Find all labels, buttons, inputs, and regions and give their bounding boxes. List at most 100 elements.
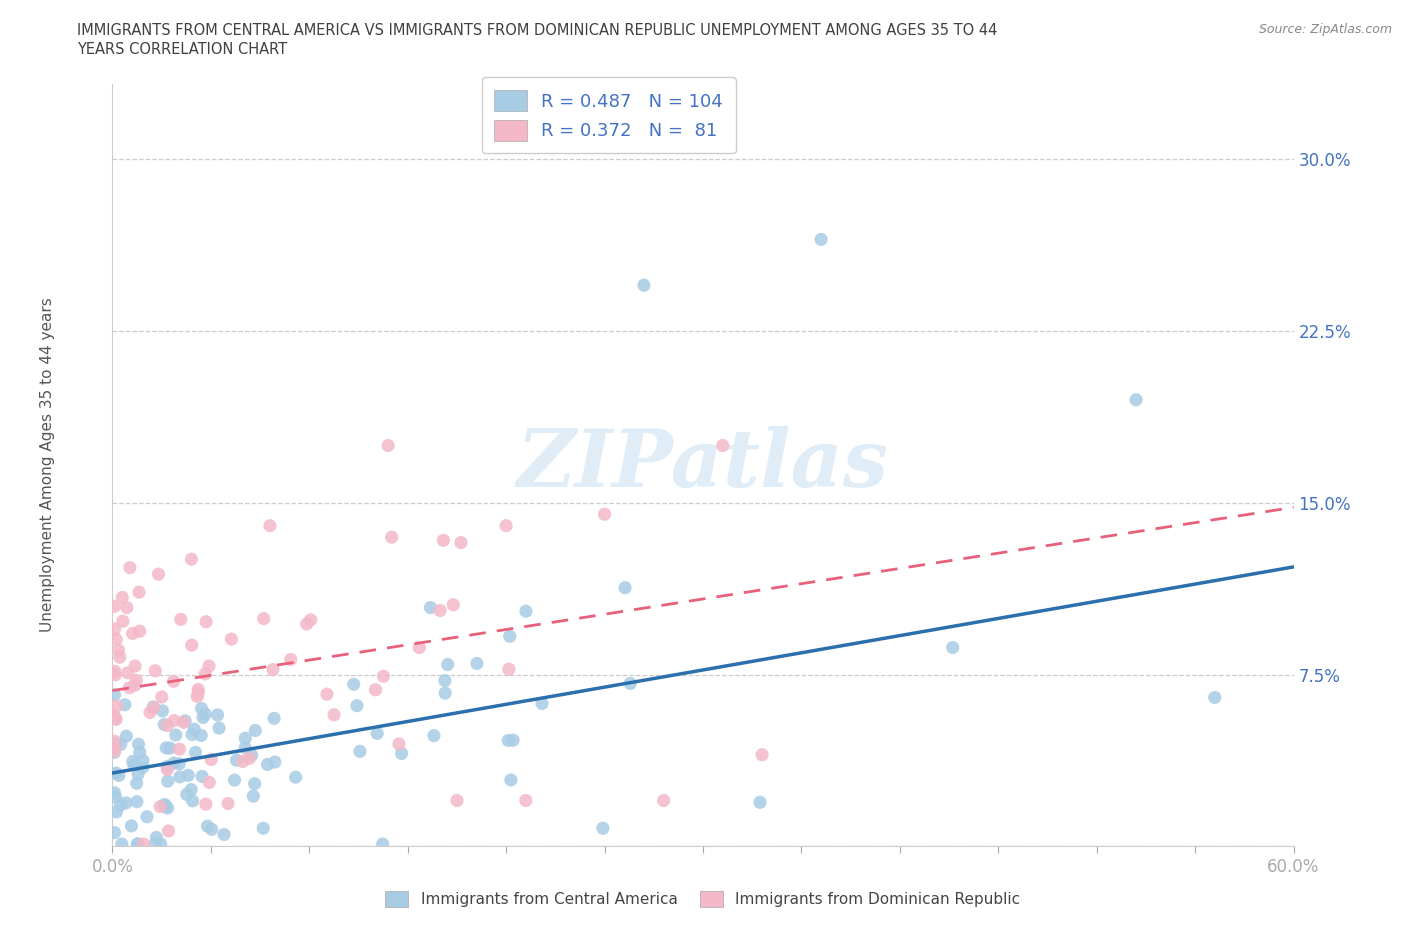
Point [103,740,125,755]
Point [751,748,773,763]
Point [381,530,404,545]
Point [125,794,148,809]
Point [176,787,198,802]
Point [233,740,256,755]
Point [515,604,537,618]
Point [127,766,149,781]
Point [169,742,191,757]
Point [499,629,522,644]
Point [217,796,239,811]
Point [259,518,281,533]
Point [207,708,229,723]
Point [194,707,217,722]
Point [128,624,150,639]
Point [263,711,285,725]
Point [652,793,675,808]
Point [391,746,413,761]
Point [190,701,212,716]
Point [436,657,458,671]
Point [233,731,256,746]
Point [433,673,456,688]
Point [530,696,553,711]
Point [162,674,184,689]
Point [163,756,186,771]
Point [128,737,150,751]
Point [194,797,217,812]
Point [118,560,141,575]
Point [103,711,125,725]
Point [142,700,165,715]
Point [153,797,176,812]
Point [633,278,655,293]
Point [108,650,131,665]
Point [139,705,162,720]
Point [150,689,173,704]
Point [377,438,399,453]
Point [371,837,394,852]
Point [103,744,125,759]
Text: YEARS CORRELATION CHART: YEARS CORRELATION CHART [77,42,287,57]
Point [107,643,129,658]
Point [388,737,411,751]
Point [419,600,441,615]
Point [238,751,260,766]
Point [122,758,145,773]
Point [105,765,128,780]
Point [212,827,235,842]
Point [200,752,222,767]
Point [103,599,125,614]
Point [105,804,128,819]
Point [169,769,191,784]
Point [187,685,209,700]
Point [127,837,149,852]
Point [592,821,614,836]
Point [593,507,616,522]
Point [195,615,218,630]
Point [186,689,208,704]
Point [167,756,190,771]
Point [429,603,451,618]
Point [124,658,146,673]
Point [111,614,134,629]
Point [201,822,224,837]
Point [190,728,212,743]
Point [132,837,155,852]
Point [103,745,125,760]
Point [125,776,148,790]
Point [198,775,221,790]
Point [159,740,181,755]
Point [316,686,339,701]
Point [104,664,127,679]
Point [515,793,537,808]
Point [349,744,371,759]
Point [142,699,165,714]
Point [143,837,166,852]
Point [256,757,278,772]
Point [174,713,197,728]
Point [240,748,263,763]
Point [191,711,214,725]
Point [156,763,179,777]
Point [145,830,167,845]
Point [180,638,202,653]
Point [156,718,179,733]
Point [117,665,139,680]
Point [423,728,446,743]
Text: Unemployment Among Ages 35 to 44 years: Unemployment Among Ages 35 to 44 years [39,298,55,632]
Point [184,745,207,760]
Point [181,727,204,742]
Point [114,698,136,712]
Point [110,798,132,813]
Point [128,585,150,600]
Text: ZIPatlas: ZIPatlas [517,426,889,504]
Legend: Immigrants from Central America, Immigrants from Dominican Republic: Immigrants from Central America, Immigra… [380,884,1026,913]
Point [121,754,143,769]
Point [125,673,148,688]
Point [194,667,217,682]
Point [173,715,195,730]
Point [263,754,285,769]
Point [143,663,166,678]
Point [373,669,395,684]
Point [252,821,274,836]
Point [446,793,468,808]
